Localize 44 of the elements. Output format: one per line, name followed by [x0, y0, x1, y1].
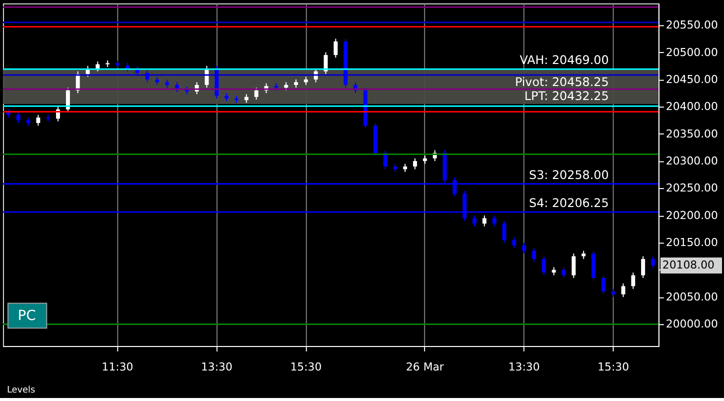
y-tick-label: 20300.00	[666, 154, 718, 168]
candlestick	[413, 158, 417, 170]
x-tick-label: 15:30	[598, 360, 630, 374]
y-tick-label: 20350.00	[666, 127, 718, 140]
candlestick	[601, 274, 606, 295]
candlestick	[482, 214, 486, 227]
ref-line-label: VAH: 20469.00	[520, 53, 609, 68]
candlestick	[16, 112, 20, 124]
text: Levels	[6, 386, 36, 396]
candlestick	[492, 214, 496, 227]
candlestick	[641, 256, 646, 278]
annotation: PC	[18, 308, 36, 324]
y-tick-label: 20150.00	[666, 236, 718, 250]
candlestick	[542, 256, 546, 276]
candlestick	[334, 38, 338, 58]
text: 20108.00	[662, 258, 715, 272]
ref-line-label: LPT: 20432.25	[524, 89, 609, 104]
candlestick	[254, 87, 258, 100]
y-tick-label: 20400.00	[666, 100, 718, 114]
candlestick	[36, 114, 40, 126]
y-tick-label: 20250.00	[666, 182, 718, 195]
y-tick-label: 20550.00	[666, 18, 718, 32]
x-tick-label: 15:30	[290, 360, 322, 374]
candlestick	[562, 266, 566, 278]
x-tick-label: 11:30	[102, 360, 134, 374]
candlestick	[572, 253, 576, 278]
candlestick	[621, 282, 626, 298]
x-tick-label: 13:30	[508, 360, 540, 374]
ref-line-label: S4: 20206.25	[529, 196, 609, 210]
y-tick-label: 20450.00	[666, 72, 718, 86]
x-tick-label: 26 Mar	[406, 360, 444, 374]
y-tick-label: 20500.00	[666, 46, 718, 59]
candlestick	[651, 256, 655, 269]
candlestick	[522, 242, 526, 254]
y-tick-label: 20000.00	[666, 318, 718, 331]
ref-line-label: S3: 20258.00	[529, 168, 609, 182]
candlestick	[472, 214, 476, 227]
candlestick	[512, 236, 516, 249]
y-tick-label: 20050.00	[666, 290, 718, 304]
candlestick	[631, 272, 636, 290]
y-tick-label: 20200.00	[666, 208, 718, 222]
ref-line-label: Pivot: 20458.25	[514, 74, 609, 89]
x-tick-label: 13:30	[200, 360, 232, 374]
candlestick	[532, 248, 536, 262]
